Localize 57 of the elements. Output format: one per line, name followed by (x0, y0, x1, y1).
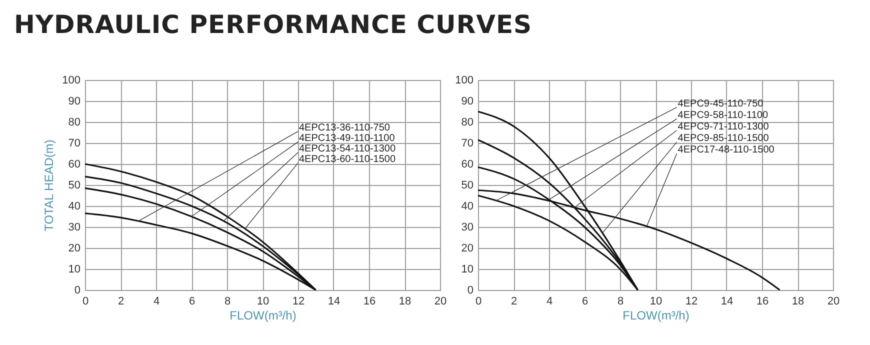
text: 4EPC9-58-110-1100 (678, 110, 768, 121)
x-tick-label: 18 (792, 296, 804, 308)
text: 4EPC9-85-110-1500 (678, 132, 770, 144)
y-tick-label: 100 (62, 74, 80, 86)
x-tick-label: 16 (756, 296, 769, 308)
text: 4EPC13-49-110-1100 (299, 132, 396, 144)
x-tick-label: 14 (328, 296, 340, 308)
x-tick-label: 2 (118, 296, 124, 308)
y-tick-label: 30 (461, 222, 474, 234)
y-tick-label: 20 (68, 242, 80, 254)
x-tick-label: 10 (256, 296, 270, 308)
x-tick-label: 20 (827, 296, 840, 308)
x-tick-label: 2 (510, 296, 518, 308)
x-tick-label: 14 (720, 296, 734, 308)
x-axis-title: FLOW(m³/h) (230, 308, 296, 322)
y-tick-label: 40 (68, 200, 80, 212)
x-tick-label: 6 (582, 296, 588, 308)
y-tick-label: 50 (461, 180, 474, 192)
y-tick-label: 40 (461, 200, 474, 212)
y-tick-label: 10 (461, 264, 474, 276)
x-tick-label: 8 (617, 296, 624, 308)
y-tick-label: 30 (68, 222, 80, 234)
y-tick-label: 0 (467, 284, 474, 296)
text: 4EPC13-54-110-1300 (299, 143, 396, 154)
y-tick-label: 70 (461, 138, 474, 150)
x-tick-label: 16 (363, 296, 376, 308)
y-axis-title: TOTAL HEAD(m) (42, 140, 56, 232)
y-tick-label: 80 (461, 116, 474, 128)
y-tick-label: 100 (455, 74, 474, 86)
y-tick-label: 60 (68, 158, 80, 170)
x-tick-label: 12 (292, 296, 305, 308)
x-tick-label: 8 (224, 296, 231, 308)
x-tick-label: 0 (475, 296, 482, 308)
text: 4EPC17-48-110-1500 (678, 144, 775, 156)
x-axis-title: FLOW(m³/h) (622, 308, 690, 322)
y-tick-label: 80 (68, 116, 80, 128)
x-tick-label: 18 (398, 296, 412, 308)
y-tick-label: 20 (461, 242, 474, 254)
y-tick-label: 70 (68, 138, 80, 150)
y-tick-label: 60 (461, 158, 474, 170)
chart-title: HYDRAULIC PERFORMANCE CURVES (14, 10, 532, 39)
x-tick-label: 12 (685, 296, 698, 308)
x-tick-label: 20 (434, 296, 447, 308)
x-tick-label: 4 (546, 296, 553, 308)
text: 4EPC13-36-110-750 (299, 122, 390, 134)
text: 4EPC9-71-110-1300 (678, 121, 770, 132)
y-tick-label: 90 (68, 96, 80, 108)
text: 4EPC13-60-110-1500 (299, 154, 396, 165)
x-tick-label: 6 (188, 296, 196, 308)
y-tick-label: 0 (74, 284, 80, 296)
x-tick-label: 4 (153, 296, 160, 308)
y-tick-label: 90 (461, 96, 474, 108)
text: 4EPC9-45-110-750 (678, 98, 764, 110)
y-tick-label: 10 (68, 264, 80, 276)
y-tick-label: 50 (68, 180, 80, 192)
x-tick-label: 10 (650, 296, 662, 308)
x-tick-label: 0 (82, 296, 89, 308)
